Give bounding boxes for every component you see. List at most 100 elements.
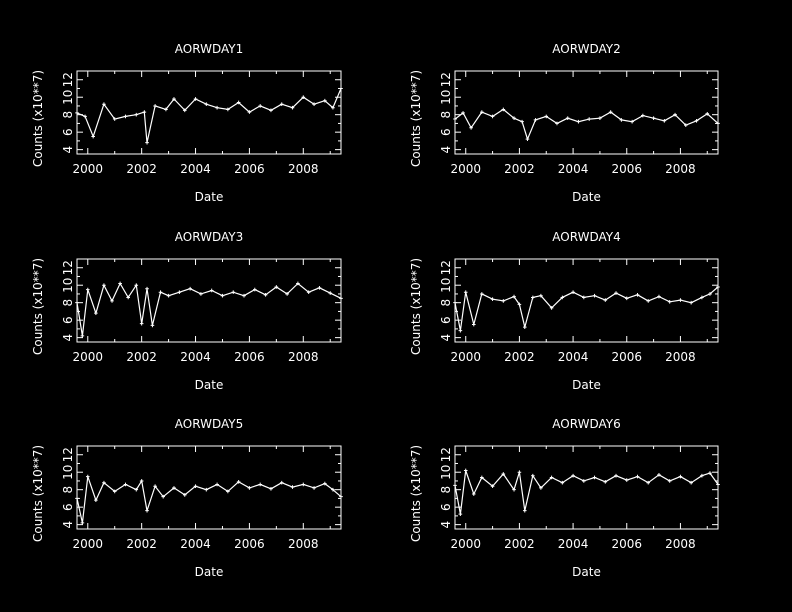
data-point: [193, 97, 198, 101]
y-axis-label: Counts (x10**7): [409, 445, 423, 542]
data-point: [204, 102, 209, 106]
y-axis-label: Counts (x10**7): [31, 258, 45, 355]
data-point: [582, 479, 586, 483]
data-point: [565, 116, 570, 120]
data-point: [296, 281, 300, 286]
data-point: [112, 489, 117, 494]
data-point: [158, 290, 163, 294]
data-point: [539, 486, 543, 490]
data-point: [490, 484, 495, 488]
data-point: [91, 134, 95, 139]
data-point: [471, 322, 476, 327]
data-point: [145, 140, 149, 145]
data-point: [678, 298, 683, 302]
x-axis-label: Date: [572, 565, 601, 579]
x-tick-label: 2000: [73, 350, 104, 364]
y-tick-label: 8: [61, 299, 75, 307]
data-point: [480, 292, 484, 296]
data-point: [182, 493, 187, 497]
data-point: [490, 114, 495, 119]
data-point: [453, 300, 457, 305]
data-point: [247, 486, 252, 490]
data-point: [75, 111, 79, 115]
data-point: [453, 483, 457, 488]
x-tick-label: 2002: [126, 350, 157, 364]
data-point: [80, 334, 85, 338]
data-point: [279, 480, 284, 485]
data-point: [560, 480, 565, 485]
data-point: [279, 102, 284, 106]
data-point: [501, 299, 506, 303]
data-point: [501, 107, 506, 112]
x-tick-label: 2004: [558, 537, 589, 551]
data-point: [458, 512, 463, 516]
y-tick-label: 12: [439, 260, 453, 275]
chart-title: AORWDAY1: [175, 42, 243, 56]
y-tick-label: 4: [439, 146, 453, 154]
data-point: [188, 286, 192, 291]
x-tick-label: 2002: [504, 162, 535, 176]
data-point: [290, 485, 295, 489]
chart-title: AORWDAY4: [552, 230, 620, 244]
data-point: [215, 105, 219, 110]
plot-frame: [76, 445, 342, 530]
x-tick-label: 2008: [288, 537, 319, 551]
y-tick-label: 4: [61, 334, 75, 342]
data-point: [614, 291, 618, 295]
data-point: [549, 475, 554, 480]
y-tick-label: 6: [61, 316, 75, 324]
data-point: [75, 496, 79, 501]
data-point: [630, 119, 634, 124]
data-point: [134, 283, 139, 288]
data-point: [673, 112, 677, 117]
data-point: [161, 494, 166, 499]
data-point: [716, 285, 720, 289]
data-point: [226, 489, 230, 494]
chart-title: AORWDAY2: [552, 42, 620, 56]
x-tick-label: 2004: [180, 350, 211, 364]
data-point: [274, 285, 279, 289]
data-point: [172, 97, 176, 101]
x-tick-label: 2000: [450, 537, 481, 551]
data-point: [301, 95, 306, 100]
data-point: [635, 293, 640, 297]
data-point: [145, 286, 149, 291]
y-tick-label: 12: [61, 72, 75, 87]
data-point: [705, 112, 710, 116]
data-point: [694, 119, 699, 123]
data-point: [624, 478, 629, 482]
data-point: [139, 479, 144, 483]
y-tick-label: 4: [439, 521, 453, 529]
data-point: [469, 125, 473, 130]
plot-frame: [454, 258, 719, 343]
data-point: [646, 480, 651, 485]
data-point: [531, 473, 535, 478]
data-point: [242, 293, 246, 298]
y-tick-label: 8: [61, 111, 75, 119]
data-point: [139, 321, 144, 326]
series-line: [76, 282, 342, 336]
y-axis-label: Counts (x10**7): [409, 70, 423, 167]
data-point: [328, 291, 333, 295]
data-point: [667, 300, 672, 304]
data-point: [150, 323, 155, 328]
data-point: [331, 487, 335, 492]
plot-frame: [76, 70, 342, 155]
data-point: [598, 116, 602, 120]
data-point: [646, 299, 651, 303]
data-point: [657, 294, 661, 299]
data-point: [571, 473, 575, 478]
data-point: [269, 487, 273, 491]
data-point: [177, 290, 182, 294]
data-point: [531, 295, 535, 300]
data-point: [678, 474, 683, 479]
y-tick-label: 12: [439, 72, 453, 87]
data-point: [269, 108, 273, 113]
x-axis-label: Date: [195, 190, 224, 204]
data-point: [490, 297, 495, 301]
y-tick-label: 10: [61, 278, 75, 293]
data-point: [290, 105, 295, 110]
data-point: [512, 487, 516, 492]
x-tick-label: 2008: [665, 350, 696, 364]
